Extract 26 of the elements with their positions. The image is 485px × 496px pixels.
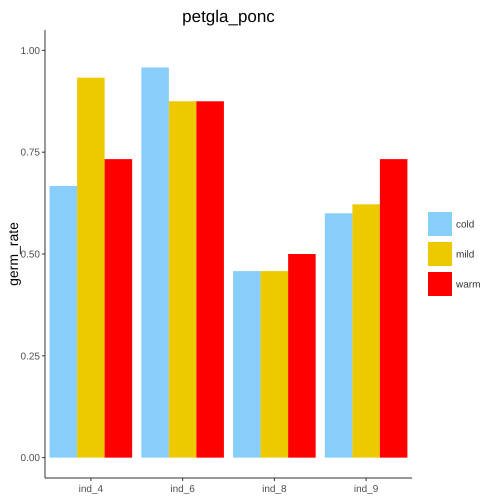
bar [288, 254, 316, 458]
y-tick-label: 0.00 [20, 453, 40, 464]
x-tick-label: ind_4 [78, 484, 104, 495]
y-tick-label: 0.75 [20, 148, 40, 159]
bar [77, 78, 105, 458]
x-tick-label: ind_8 [262, 484, 288, 495]
bar [233, 271, 261, 458]
chart-title: petgla_ponc [182, 7, 276, 26]
y-tick-label: 0.50 [20, 250, 40, 260]
bar [50, 186, 78, 458]
legend-label: warm [455, 280, 480, 290]
bar [168, 101, 196, 458]
bar [352, 204, 380, 458]
legend-label: cold [456, 220, 474, 230]
bar [141, 67, 169, 458]
bar [104, 159, 132, 458]
bar [380, 159, 408, 458]
bar [324, 213, 352, 458]
x-tick-label: ind_6 [170, 484, 196, 495]
y-tick-label: 0.25 [20, 351, 40, 362]
bar [260, 271, 288, 458]
legend-label: mild [456, 250, 474, 260]
y-tick-label: 1.00 [20, 46, 40, 57]
y-axis-title: germ_rate [5, 222, 21, 286]
bar [196, 101, 224, 458]
x-tick-label: ind_9 [354, 484, 379, 495]
